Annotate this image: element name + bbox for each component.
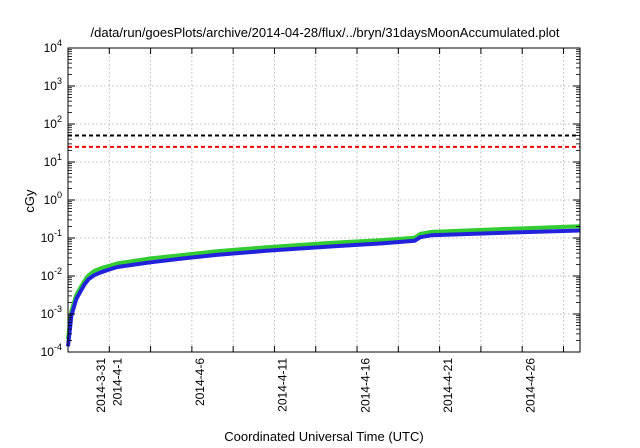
x-tick-label: 2014-4-26 [523, 358, 537, 413]
y-tick-label: 101 [44, 152, 62, 169]
y-tick-label: 104 [44, 38, 62, 55]
y-tick-label: 100 [44, 190, 62, 207]
reference-lines [68, 134, 580, 148]
y-tick-base: 10 [44, 79, 58, 93]
y-tick-exponent: -3 [54, 304, 62, 314]
x-tick-label: 2014-3-31 [94, 358, 108, 413]
y-tick-exponent: -2 [54, 266, 62, 276]
y-tick-base: 10 [44, 117, 58, 131]
series-line [66, 224, 581, 340]
grid [68, 48, 580, 352]
x-axis-label: Coordinated Universal Time (UTC) [224, 429, 423, 444]
x-tick-labels: 2014-3-31 2014-4-1 2014-4-6 2014-4-11 2014-4… [94, 358, 537, 413]
y-tick-base: 10 [41, 307, 55, 321]
y-tick-exponent: 4 [57, 38, 62, 48]
series-line [66, 228, 581, 347]
x-tick-label: 2014-4-16 [358, 358, 372, 413]
y-tick-base: 10 [41, 345, 55, 359]
y-tick-exponent: 3 [57, 76, 62, 86]
chart-title: /data/run/goesPlots/archive/2014-04-28/f… [91, 25, 560, 40]
y-tick-exponent: 1 [57, 152, 62, 162]
x-tick-label: 2014-4-21 [441, 358, 455, 413]
series [66, 224, 581, 347]
y-tick-exponent: -1 [54, 228, 62, 238]
ticks [68, 47, 580, 353]
y-tick-label: 10-2 [41, 266, 62, 283]
y-tick-base: 10 [44, 155, 58, 169]
x-tick-label: 2014-4-6 [193, 358, 207, 406]
y-tick-label: 10-3 [41, 304, 62, 321]
y-tick-exponent: -4 [54, 342, 62, 352]
y-tick-exponent: 2 [57, 114, 62, 124]
y-tick-base: 10 [41, 269, 55, 283]
y-tick-label: 10-4 [41, 342, 62, 359]
y-tick-base: 10 [44, 193, 58, 207]
y-tick-label: 102 [44, 114, 62, 131]
y-tick-base: 10 [41, 231, 55, 245]
y-tick-base: 10 [44, 41, 58, 55]
y-axis-label: cGy [22, 189, 37, 213]
x-tick-label: 2014-4-1 [111, 358, 125, 406]
y-tick-exponent: 0 [57, 190, 62, 200]
x-tick-label: 2014-4-11 [276, 358, 290, 412]
y-tick-label: 10-1 [41, 228, 62, 245]
y-tick-label: 103 [44, 76, 62, 93]
